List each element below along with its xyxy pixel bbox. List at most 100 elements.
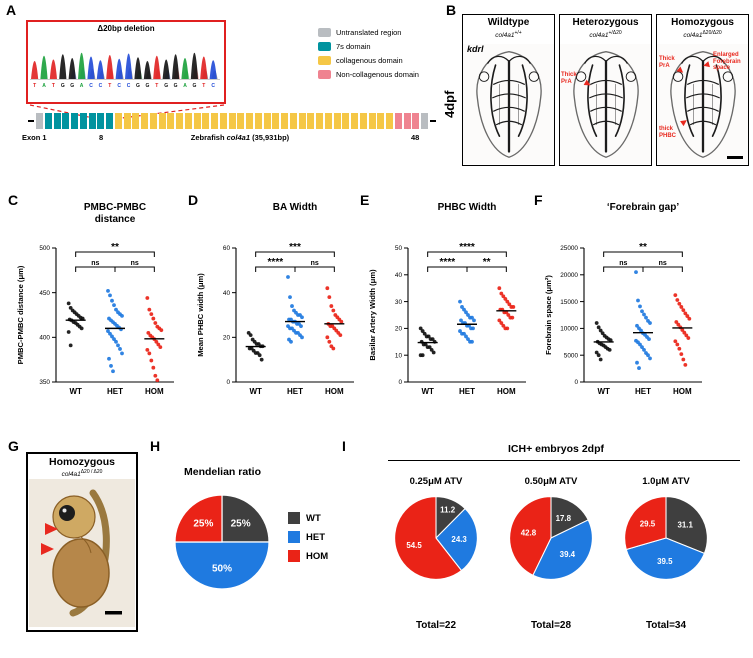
y-tick-label: 10000 xyxy=(560,326,578,333)
pie-atv-050: 17.8 39.4 42.8 xyxy=(509,496,593,580)
legend-swatch xyxy=(288,531,300,543)
pie-total-050: Total=28 xyxy=(530,620,572,631)
significance-label: *** xyxy=(289,242,301,253)
data-point xyxy=(683,311,688,316)
x-tick-label: HET xyxy=(459,387,475,396)
legend-item-hom: HOM xyxy=(288,550,328,562)
data-point xyxy=(120,351,124,356)
trace-peak xyxy=(190,52,198,79)
exon-box xyxy=(44,113,52,129)
deletion-label: Δ20bp deletion xyxy=(97,24,155,33)
gene-caption: Zebrafish col4a1 (35,931bp) xyxy=(140,133,340,142)
exon-box xyxy=(246,113,253,129)
exon-box xyxy=(202,113,210,129)
panel-label-h: H xyxy=(150,438,161,454)
data-point xyxy=(300,315,304,320)
data-point xyxy=(648,321,652,325)
exon-box xyxy=(71,113,78,129)
data-point xyxy=(151,316,156,321)
data-point xyxy=(464,334,468,339)
data-point xyxy=(300,335,304,340)
data-point xyxy=(679,352,684,357)
ich-header-rule xyxy=(388,460,740,461)
pie-title-025: 0.25μM ATV xyxy=(409,476,463,487)
y-tick-label: 30 xyxy=(395,299,403,306)
data-point xyxy=(145,347,150,352)
slice-label: 11.2 xyxy=(440,505,456,514)
base-letter: C xyxy=(117,83,121,89)
data-point xyxy=(299,324,303,329)
exon-bar-dash xyxy=(28,120,34,122)
exon-box xyxy=(386,113,393,129)
y-tick-label: 0 xyxy=(574,379,578,386)
y-tick-label: 60 xyxy=(223,245,231,252)
embryo-image xyxy=(29,479,135,628)
exon-box xyxy=(342,113,350,129)
y-tick-label: 20 xyxy=(223,335,231,342)
scale-bar xyxy=(727,156,743,159)
base-letter: A xyxy=(42,83,46,89)
data-point xyxy=(426,334,431,339)
y-axis-label: Basilar Artery Width (μm) xyxy=(368,269,377,361)
legend-swatch xyxy=(318,56,331,65)
significance-label: ns xyxy=(619,260,627,267)
data-point xyxy=(149,312,154,317)
data-point xyxy=(110,334,114,339)
data-point xyxy=(596,353,601,358)
base-letter: A xyxy=(80,83,84,89)
legend-label: Untranslated region xyxy=(336,28,402,37)
data-point xyxy=(598,357,603,362)
genotype-subtitle: col4a1Δ20 / Δ20 xyxy=(61,469,103,479)
y-tick-label: 5000 xyxy=(564,352,579,359)
data-point xyxy=(329,304,334,308)
data-point xyxy=(339,319,344,324)
mendelian-title: Mendelian ratio xyxy=(183,466,261,478)
exon-box xyxy=(88,113,96,129)
base-letter: G xyxy=(174,83,178,89)
data-point xyxy=(501,294,506,299)
genotype-title: Heterozygous xyxy=(572,17,639,28)
y-tick-label: 0 xyxy=(226,379,230,386)
slice-label: 29.5 xyxy=(640,520,656,529)
data-point xyxy=(681,308,686,313)
data-point xyxy=(505,326,510,331)
exon-box xyxy=(289,113,297,129)
slice-label: 31.1 xyxy=(677,521,693,530)
data-point xyxy=(639,328,643,333)
pie-slice xyxy=(532,519,593,580)
vessel-image xyxy=(657,44,748,164)
data-point xyxy=(154,339,159,344)
x-tick-label: HOM xyxy=(673,387,692,396)
exon-box xyxy=(219,113,227,129)
pie-slice xyxy=(550,496,589,539)
data-point xyxy=(286,275,290,279)
data-point xyxy=(327,339,332,344)
slice-label: 39.5 xyxy=(657,557,673,566)
data-point xyxy=(642,347,646,352)
exon48-label: 48 xyxy=(411,133,420,142)
pie-legend: WT HET HOM xyxy=(288,512,328,569)
domain-legend: Untranslated region 7s domain collagenous … xyxy=(318,28,419,84)
slice-label: 42.8 xyxy=(521,528,537,537)
significance-bracket xyxy=(75,266,116,272)
data-point xyxy=(466,313,470,317)
pie-slice xyxy=(394,496,463,580)
exon8-label: 8 xyxy=(99,133,104,142)
data-point xyxy=(499,321,504,325)
data-point xyxy=(120,313,124,318)
data-point xyxy=(159,328,164,333)
micrograph-header: Homozygous col4a1Δ20/Δ20 xyxy=(657,15,748,44)
trace-peak xyxy=(96,60,104,79)
x-tick-label: HET xyxy=(635,387,651,396)
data-point xyxy=(429,347,434,352)
data-point xyxy=(114,307,118,312)
data-point xyxy=(497,318,502,323)
data-point xyxy=(118,347,122,351)
x-tick-label: HOM xyxy=(497,387,516,396)
chart-ba-width: BA Width 0 20 40 60 Mean PHBC width (μm) WT HET… xyxy=(196,202,354,396)
exon-box xyxy=(307,113,315,129)
data-point xyxy=(511,305,516,309)
base-letter: G xyxy=(145,83,149,89)
pie-slice xyxy=(625,537,706,580)
data-point xyxy=(680,328,685,332)
